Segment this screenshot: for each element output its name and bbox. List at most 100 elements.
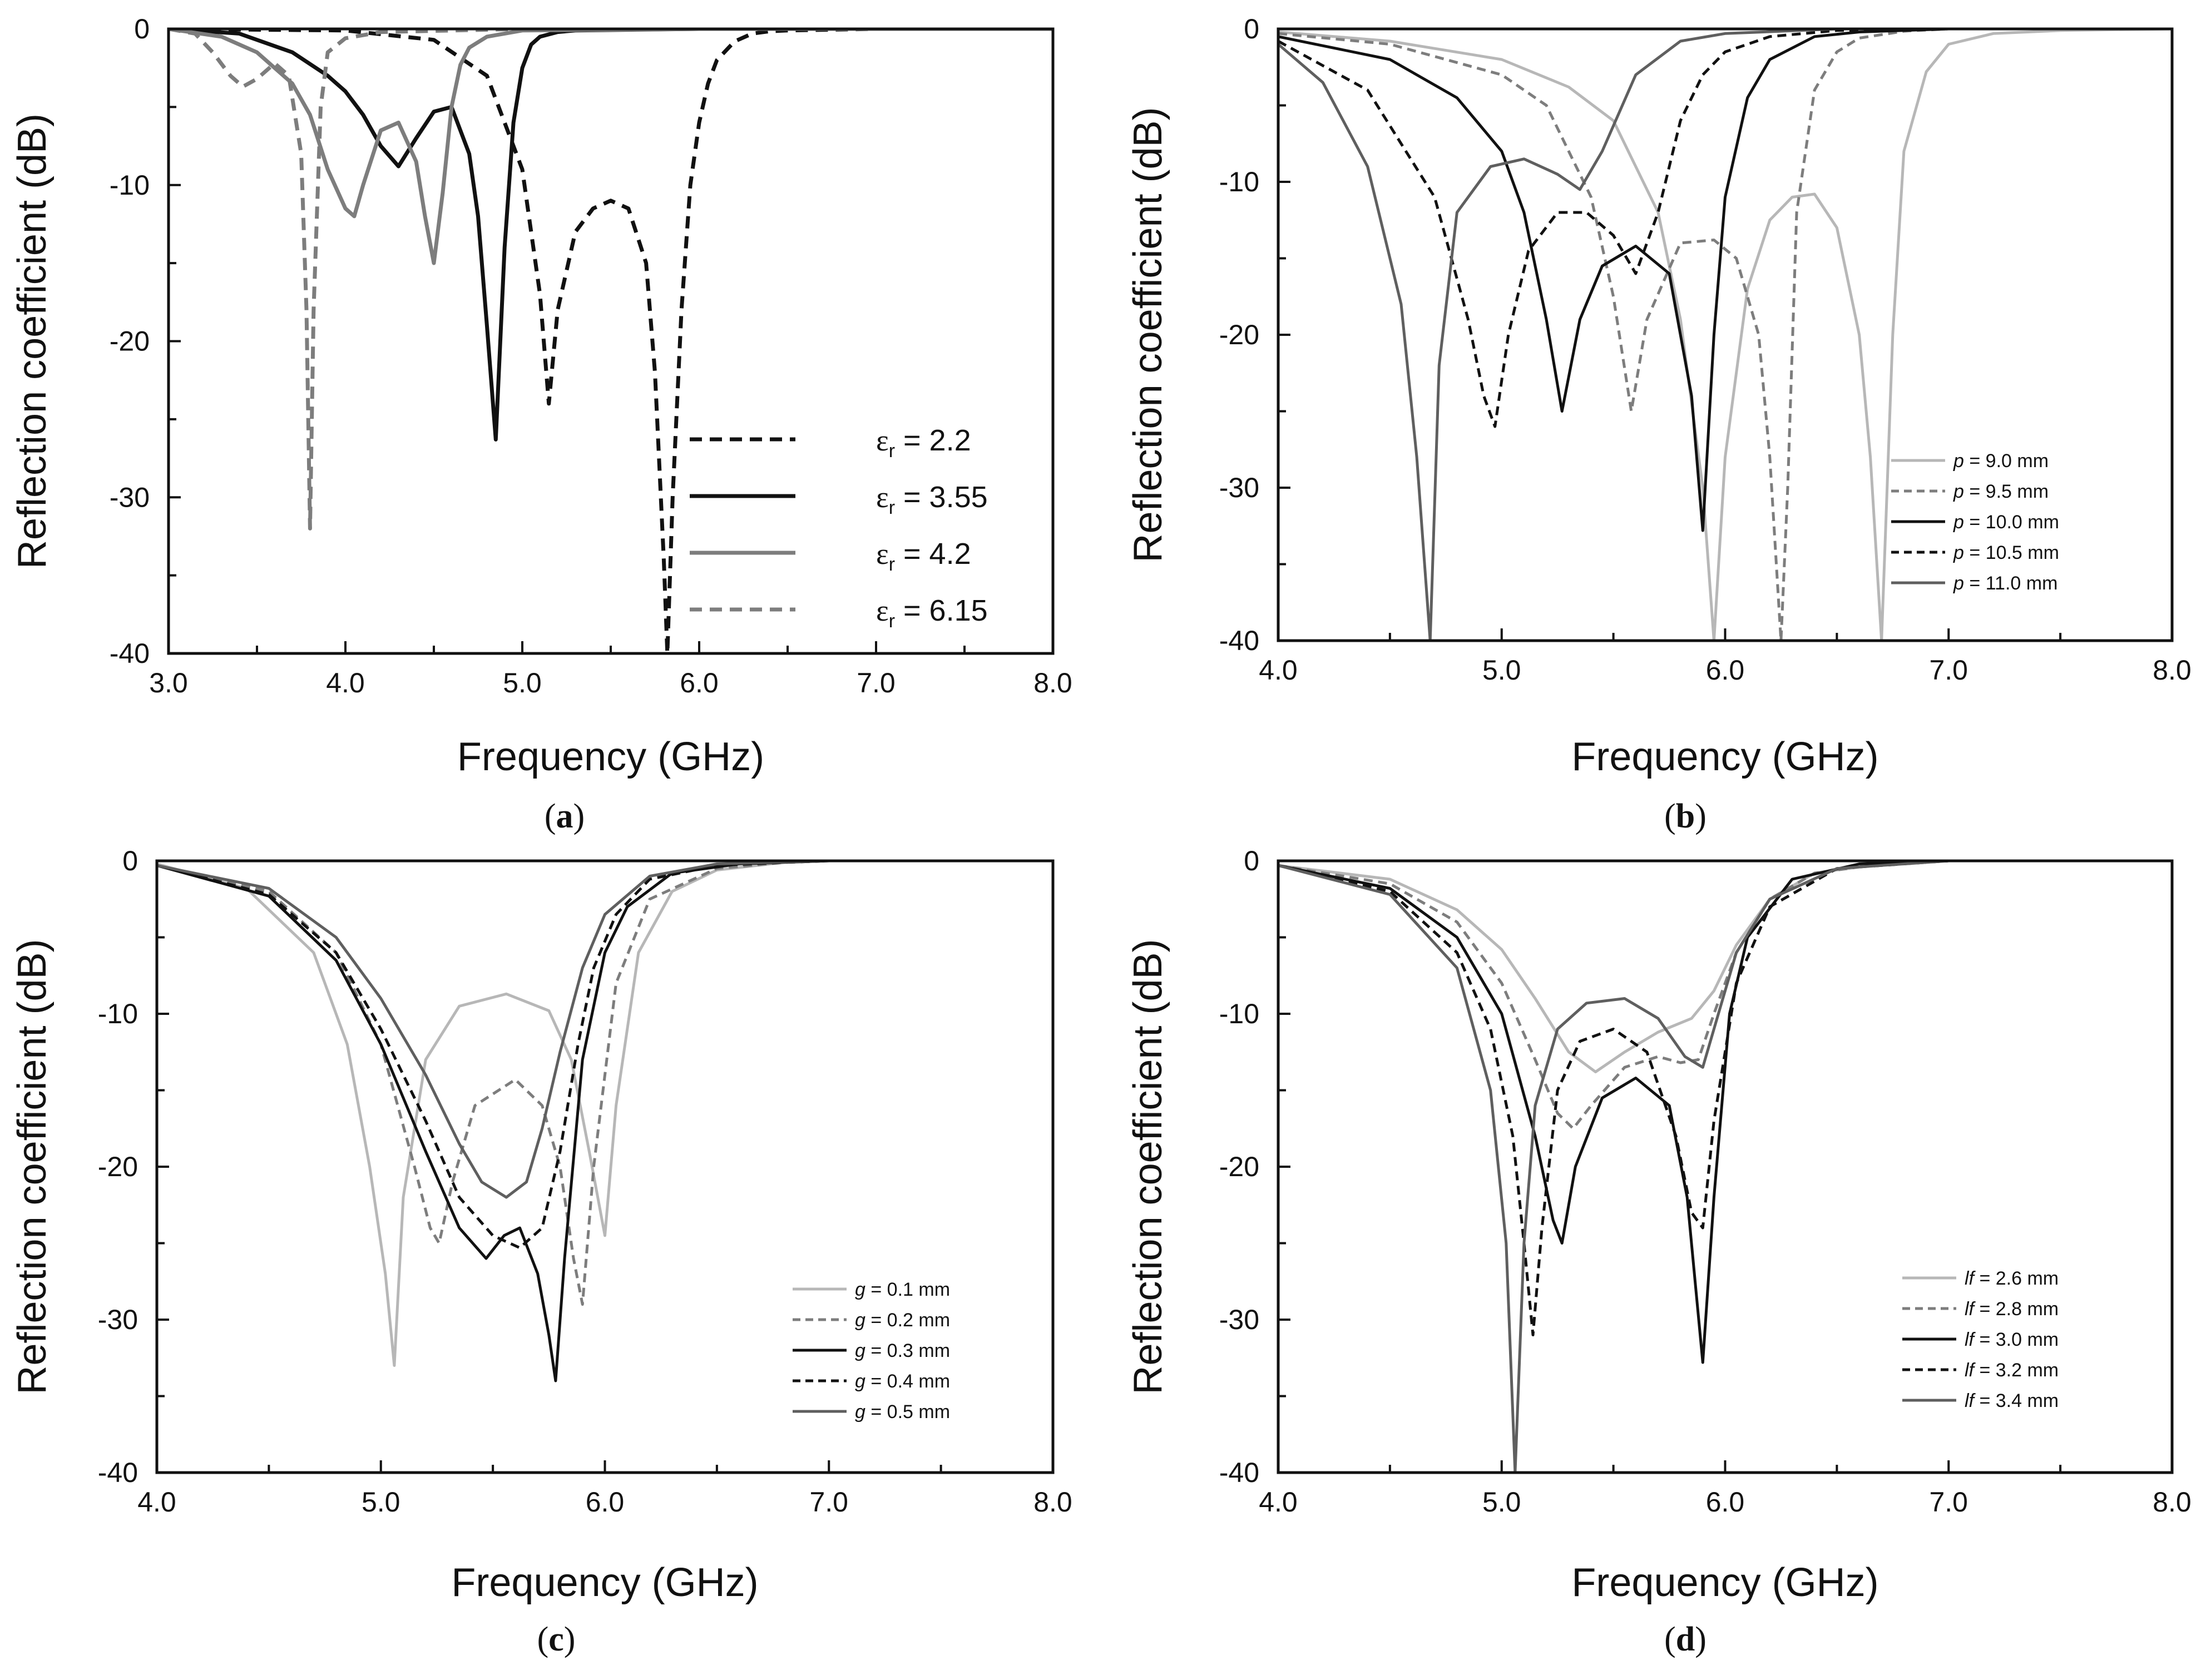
y-tick-label: -10 (1219, 166, 1259, 197)
x-tick-label: 4.0 (137, 1486, 176, 1518)
y-tick-label: -40 (1219, 1457, 1259, 1488)
x-tick-label: 7.0 (1929, 655, 1968, 686)
plot-frame (1277, 859, 2174, 1474)
y-axis-label: Reflection coefficient (dB) (1126, 939, 1170, 1394)
panel-b: 0 -10 -20 -30 -404.0 5.0 6.0 7.0 8.0 Frequency (G… (1126, 13, 2192, 779)
x-tick-label: 4.0 (1259, 655, 1298, 686)
legend-label: εr = 3.55 (876, 480, 988, 518)
legend: g = 0.1 mm g = 0.2 mm g = 0.3 mm g = 0.4 mm… (793, 1279, 950, 1423)
series-line-a-0 (169, 29, 1053, 653)
x-tick-label: 8.0 (2153, 655, 2192, 686)
series-group (157, 861, 1053, 1382)
panel-label-a: (a) (545, 797, 585, 835)
x-tick-label: 5.0 (1482, 655, 1521, 686)
legend-label: p = 10.0 mm (1953, 512, 2059, 533)
series-line-c-1 (157, 861, 1053, 1306)
y-axis-label: Reflection coefficient (dB) (10, 939, 55, 1394)
x-axis-label: Frequency (GHz) (1571, 1560, 1878, 1605)
legend-label: g = 0.2 mm (855, 1310, 950, 1331)
series-group (1278, 861, 2172, 1473)
legend-label: lf = 3.0 mm (1965, 1329, 2059, 1350)
x-tick-label: 3.0 (149, 667, 188, 698)
x-axis-label: Frequency (GHz) (457, 735, 764, 779)
x-tick-label: 6.0 (586, 1486, 625, 1518)
legend-label: lf = 3.4 mm (1965, 1390, 2059, 1411)
y-tick-label: -40 (1219, 625, 1259, 656)
legend-label: g = 0.4 mm (855, 1371, 950, 1392)
y-tick-label: 0 (1244, 845, 1259, 876)
y-tick-label: -40 (98, 1457, 138, 1488)
legend: εr = 2.2 εr = 3.55 εr = 4.2 εr = 6.15 (690, 424, 988, 632)
x-tick-label: 8.0 (2153, 1486, 2192, 1518)
y-axis-label: Reflection coefficient (dB) (1126, 107, 1170, 562)
x-tick-label: 5.0 (362, 1486, 400, 1518)
x-tick-label: 4.0 (326, 667, 365, 698)
y-tick-label: 0 (134, 13, 150, 44)
x-tick-label: 6.0 (1706, 655, 1745, 686)
series-line-b-0 (1278, 29, 2172, 641)
legend-label: p = 11.0 mm (1953, 573, 2057, 594)
series-line-d-2 (1278, 861, 2172, 1364)
x-tick-label: 7.0 (809, 1486, 848, 1518)
series-line-c-3 (157, 861, 1053, 1250)
y-tick-label: -20 (98, 1151, 138, 1182)
y-tick-label: 0 (122, 845, 138, 876)
y-tick-label: -30 (1219, 472, 1259, 503)
legend-label: g = 0.3 mm (855, 1340, 950, 1361)
series-line-c-0 (157, 861, 1053, 1367)
series-line-c-4 (157, 861, 1053, 1199)
legend-label: p = 9.5 mm (1953, 481, 2049, 502)
legend-label: εr = 2.2 (876, 424, 971, 462)
y-tick-label: -20 (1219, 1151, 1259, 1182)
legend: p = 9.0 mm p = 9.5 mm p = 10.0 mm p = 10.5 … (1891, 450, 2059, 594)
panel-a: 0 -10 -20 -30 -403.0 4.0 5.0 6.0 7.0 8.0 Frequency… (10, 13, 1072, 779)
panel-c: 0 -10 -20 -30 -404.0 5.0 6.0 7.0 8.0 Frequency (G… (10, 845, 1072, 1605)
legend-label: lf = 2.8 mm (1965, 1299, 2059, 1320)
legend-label: p = 10.5 mm (1953, 542, 2059, 563)
x-tick-label: 6.0 (1706, 1486, 1745, 1518)
x-tick-label: 7.0 (1929, 1486, 1968, 1518)
x-tick-label: 8.0 (1033, 667, 1072, 698)
series-group (1278, 29, 2172, 641)
y-tick-label: -10 (98, 998, 138, 1029)
y-tick-label: -40 (110, 638, 150, 669)
legend-label: εr = 6.15 (876, 594, 988, 632)
y-tick-label: -20 (1219, 319, 1259, 350)
series-line-b-3 (1278, 29, 2172, 428)
series-line-c-2 (157, 861, 1053, 1382)
panel-label-d: (d) (1664, 1620, 1707, 1658)
y-tick-label: -30 (1219, 1304, 1259, 1335)
x-axis-label: Frequency (GHz) (1571, 735, 1878, 779)
legend-label: lf = 3.2 mm (1965, 1360, 2059, 1381)
y-tick-label: -30 (110, 482, 150, 513)
x-tick-label: 5.0 (503, 667, 542, 698)
series-line-b-4 (1278, 29, 2172, 641)
legend-label: p = 9.0 mm (1953, 450, 2049, 472)
x-axis-label: Frequency (GHz) (451, 1560, 758, 1605)
panel-label-b: (b) (1664, 797, 1707, 835)
y-tick-label: -20 (110, 326, 150, 357)
y-axis-label: Reflection coefficient (dB) (10, 113, 55, 569)
y-tick-label: 0 (1244, 13, 1259, 44)
panel-d: 0 -10 -20 -30 -404.0 5.0 6.0 7.0 8.0 Frequency (G… (1126, 845, 2192, 1605)
legend-label: g = 0.5 mm (855, 1401, 950, 1423)
series-line-d-0 (1278, 861, 2172, 1073)
series-line-a-1 (169, 29, 1053, 442)
panel-label-c: (c) (537, 1620, 576, 1658)
y-tick-label: -10 (1219, 998, 1259, 1029)
y-tick-label: -30 (98, 1304, 138, 1335)
x-tick-label: 5.0 (1482, 1486, 1521, 1518)
x-tick-label: 4.0 (1259, 1486, 1298, 1518)
legend-label: lf = 2.6 mm (1965, 1268, 2059, 1289)
series-line-b-1 (1278, 29, 2172, 641)
series-line-d-4 (1278, 861, 2172, 1473)
series-line-b-2 (1278, 29, 2172, 532)
legend-label: g = 0.1 mm (855, 1279, 950, 1300)
x-tick-label: 8.0 (1033, 1486, 1072, 1518)
legend-label: εr = 4.2 (876, 537, 971, 575)
legend: lf = 2.6 mm lf = 2.8 mm lf = 3.0 mm lf = 3.… (1902, 1268, 2059, 1411)
x-tick-label: 6.0 (680, 667, 719, 698)
x-tick-label: 7.0 (857, 667, 896, 698)
series-line-a-2 (169, 29, 1053, 265)
